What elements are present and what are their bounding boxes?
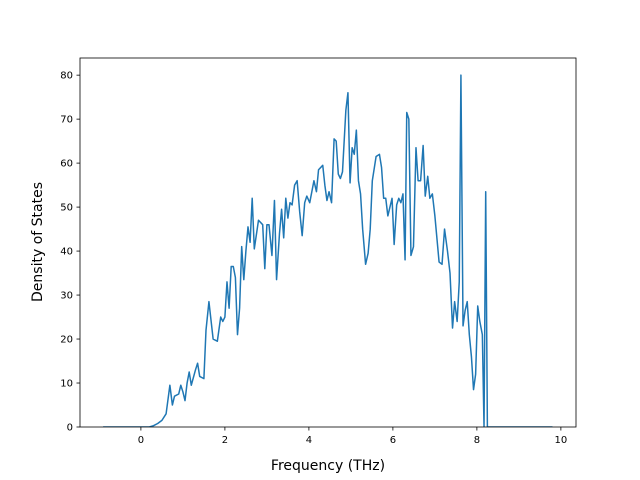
x-tick-label: 8: [474, 435, 480, 446]
x-axis-label: Frequency (THz): [271, 458, 385, 474]
x-tick-label: 2: [222, 435, 228, 446]
axes-frame: [79, 57, 577, 428]
x-tick-label: 4: [306, 435, 312, 446]
y-tick-label: 50: [60, 203, 73, 214]
y-tick-label: 70: [60, 115, 73, 126]
plot-area: [103, 74, 553, 427]
y-tick-label: 10: [60, 379, 73, 390]
y-tick-label: 20: [60, 335, 73, 346]
y-tick-label: 60: [60, 159, 73, 170]
data-line: [103, 74, 553, 427]
x-tick-label: 0: [138, 435, 144, 446]
x-tick-label: 6: [390, 435, 396, 446]
x-tick-label: 10: [555, 435, 568, 446]
y-tick-label: 80: [60, 71, 73, 82]
y-axis-label: Density of States: [30, 182, 46, 302]
y-tick-label: 30: [60, 291, 73, 302]
y-tick-label: 40: [60, 247, 73, 258]
y-tick-label: 0: [67, 423, 73, 434]
